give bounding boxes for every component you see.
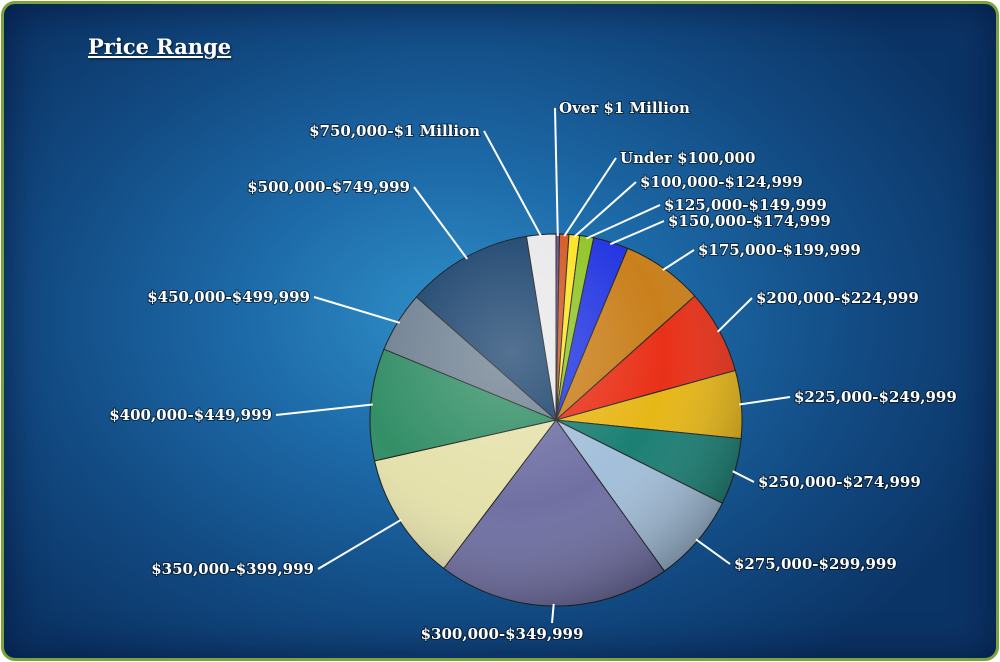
chart-title: Price Range — [88, 34, 232, 59]
leader-line-100-000-124-999 — [573, 181, 637, 238]
slice-label-300-000-349-999: $300,000-$349,999 — [421, 625, 584, 643]
slice-label-175-000-199-999: $175,000-$199,999 — [698, 241, 861, 259]
slice-label-400-000-449-999: $400,000-$449,999 — [109, 406, 272, 424]
leader-line-450-000-499-999 — [313, 296, 401, 324]
slice-label-125-000-149-999: $125,000-$149,999 — [664, 196, 827, 214]
pie-slices — [369, 233, 743, 607]
leader-line-150-000-174-999 — [609, 220, 665, 246]
leader-line-300-000-349-999 — [551, 603, 555, 624]
slice-label-350-000-399-999: $350,000-$399,999 — [151, 560, 314, 578]
slice-label-275-000-299-999: $275,000-$299,999 — [734, 555, 897, 573]
leader-line-275-000-299-999 — [695, 538, 731, 565]
slice-label-225-000-249-999: $225,000-$249,999 — [794, 388, 957, 406]
slice-label-200-000-224-999: $200,000-$224,999 — [756, 289, 919, 307]
leader-line-500-000-749-999 — [413, 186, 469, 260]
leader-line-225-000-249-999 — [739, 396, 791, 406]
slice-label-450-000-499-999: $450,000-$499,999 — [147, 288, 310, 306]
leader-line-250-000-274-999 — [732, 470, 755, 483]
leader-lines — [275, 107, 791, 624]
leader-line-under-100-000 — [563, 157, 617, 237]
slice-label-100-000-124-999: $100,000-$124,999 — [640, 173, 803, 191]
leader-line-125-000-149-999 — [585, 204, 661, 240]
leader-line-200-000-224-999 — [716, 297, 753, 333]
slice-label-150-000-174-999: $150,000-$174,999 — [668, 212, 831, 230]
slice-label-under-100-000: Under $100,000 — [620, 149, 755, 167]
slice-label-500-000-749-999: $500,000-$749,999 — [247, 178, 410, 196]
leader-line-over-1-million — [554, 107, 559, 237]
slice-label-over-1-million: Over $1 Million — [559, 99, 690, 117]
slice-label-750-000-1-million: $750,000-$1 Million — [309, 122, 480, 140]
leader-line-350-000-399-999 — [317, 518, 402, 570]
leader-line-175-000-199-999 — [662, 249, 695, 271]
leader-line-750-000-1-million — [483, 130, 543, 238]
slice-labels: Over $1 Million Under $100,000 $100,000-$1… — [108, 98, 958, 644]
slice-label-250-000-274-999: $250,000-$274,999 — [758, 473, 921, 491]
pie-chart: Over $1 Million Under $100,000 $100,000-$1… — [108, 98, 958, 644]
leader-line-400-000-449-999 — [275, 403, 373, 416]
